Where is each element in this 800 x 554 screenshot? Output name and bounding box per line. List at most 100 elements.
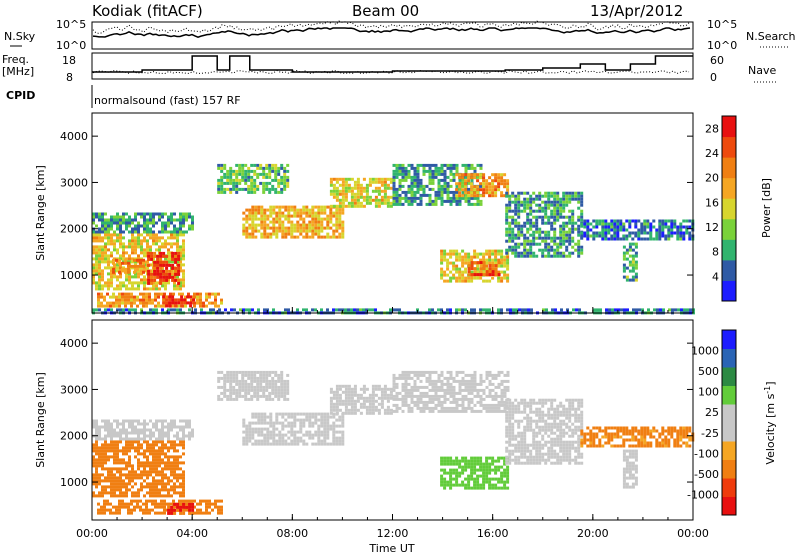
velocity-cell bbox=[260, 412, 264, 416]
velocity-cell bbox=[257, 418, 261, 422]
velocity-cell bbox=[350, 405, 354, 409]
power-cell bbox=[332, 214, 336, 218]
velocity-cell bbox=[251, 430, 255, 434]
power-cell bbox=[133, 270, 136, 274]
power-cell bbox=[314, 220, 318, 224]
power-cell bbox=[479, 166, 483, 170]
velocity-cell bbox=[170, 470, 173, 474]
power-cell bbox=[580, 231, 584, 235]
velocity-cell bbox=[476, 483, 480, 487]
velocity-cell bbox=[104, 452, 107, 456]
power-cell bbox=[251, 220, 255, 224]
velocity-cell bbox=[437, 394, 441, 398]
velocity-cell bbox=[163, 511, 166, 515]
velocity-cell bbox=[160, 499, 163, 503]
velocity-cell bbox=[131, 485, 134, 489]
power-cell bbox=[500, 191, 504, 195]
power-cell bbox=[308, 220, 312, 224]
power-cell bbox=[428, 193, 432, 197]
power-cell bbox=[464, 267, 468, 271]
power-cell bbox=[526, 227, 530, 231]
velocity-cell bbox=[235, 376, 239, 380]
power-cell bbox=[535, 227, 539, 231]
power-cell bbox=[559, 197, 563, 201]
power-cell bbox=[131, 236, 134, 240]
power-cell bbox=[286, 169, 290, 173]
power-cell bbox=[398, 202, 402, 206]
power-cell bbox=[523, 191, 527, 195]
power-cell bbox=[580, 251, 584, 255]
power-cell bbox=[476, 196, 480, 200]
power-cell bbox=[311, 223, 315, 227]
velocity-cell bbox=[269, 421, 273, 425]
velocity-cell bbox=[449, 394, 453, 398]
power-cell bbox=[505, 206, 509, 210]
velocity-cell bbox=[155, 470, 158, 474]
power-cell bbox=[658, 219, 662, 223]
velocity-cell bbox=[143, 422, 146, 426]
power-cell bbox=[347, 183, 351, 187]
velocity-cell bbox=[341, 424, 345, 428]
power-cell bbox=[523, 236, 527, 240]
power-cell bbox=[347, 308, 350, 312]
power-cell bbox=[163, 304, 166, 308]
power-cell bbox=[164, 230, 167, 234]
power-cell bbox=[131, 233, 134, 237]
power-cell bbox=[274, 163, 278, 167]
power-cell bbox=[485, 279, 489, 283]
power-cell bbox=[550, 194, 554, 198]
power-cell bbox=[107, 239, 110, 243]
velocity-cell bbox=[290, 433, 294, 437]
power-cell bbox=[392, 184, 396, 188]
power-cell bbox=[467, 173, 471, 177]
power-cell bbox=[314, 308, 317, 312]
power-cell bbox=[634, 222, 638, 226]
power-cell bbox=[338, 204, 342, 208]
power-cell bbox=[392, 187, 396, 191]
power-cell bbox=[110, 266, 113, 270]
power-cell bbox=[101, 278, 104, 282]
power-cell bbox=[425, 184, 429, 188]
power-cell bbox=[556, 215, 560, 219]
power-cell bbox=[553, 230, 557, 234]
power-cell bbox=[92, 248, 95, 252]
power-cell bbox=[368, 195, 372, 199]
power-cell bbox=[440, 255, 444, 259]
velocity-cell bbox=[104, 485, 107, 489]
velocity-cell bbox=[262, 373, 266, 377]
power-cell bbox=[544, 194, 548, 198]
power-cell bbox=[622, 245, 626, 249]
power-cell bbox=[544, 233, 548, 237]
velocity-cell bbox=[125, 488, 128, 492]
velocity-cell bbox=[98, 464, 101, 468]
velocity-cell bbox=[110, 434, 113, 438]
velocity-cell bbox=[473, 459, 477, 463]
power-cell bbox=[553, 191, 557, 195]
velocity-cell bbox=[122, 473, 125, 477]
power-cell bbox=[431, 163, 435, 167]
power-cell bbox=[476, 191, 480, 195]
power-cell bbox=[568, 227, 572, 231]
power-cell bbox=[179, 227, 182, 231]
power-cell bbox=[392, 308, 395, 312]
velocity-cell bbox=[449, 477, 453, 481]
power-cell bbox=[583, 234, 587, 238]
velocity-cell bbox=[263, 433, 267, 437]
power-cell bbox=[505, 212, 509, 216]
power-cell bbox=[152, 212, 155, 216]
power-cell bbox=[119, 272, 122, 276]
power-cell bbox=[449, 276, 453, 280]
velocity-cell bbox=[455, 480, 459, 484]
velocity-cell bbox=[449, 409, 453, 413]
power-cell bbox=[380, 183, 384, 187]
velocity-cell bbox=[374, 387, 378, 391]
power-cell bbox=[494, 261, 498, 265]
power-cell bbox=[146, 218, 149, 222]
power-cell bbox=[577, 230, 581, 234]
power-cell bbox=[508, 200, 512, 204]
velocity-cell bbox=[286, 373, 290, 377]
power-cell bbox=[452, 273, 456, 277]
power-cell bbox=[147, 281, 151, 285]
power-cell bbox=[119, 221, 122, 225]
